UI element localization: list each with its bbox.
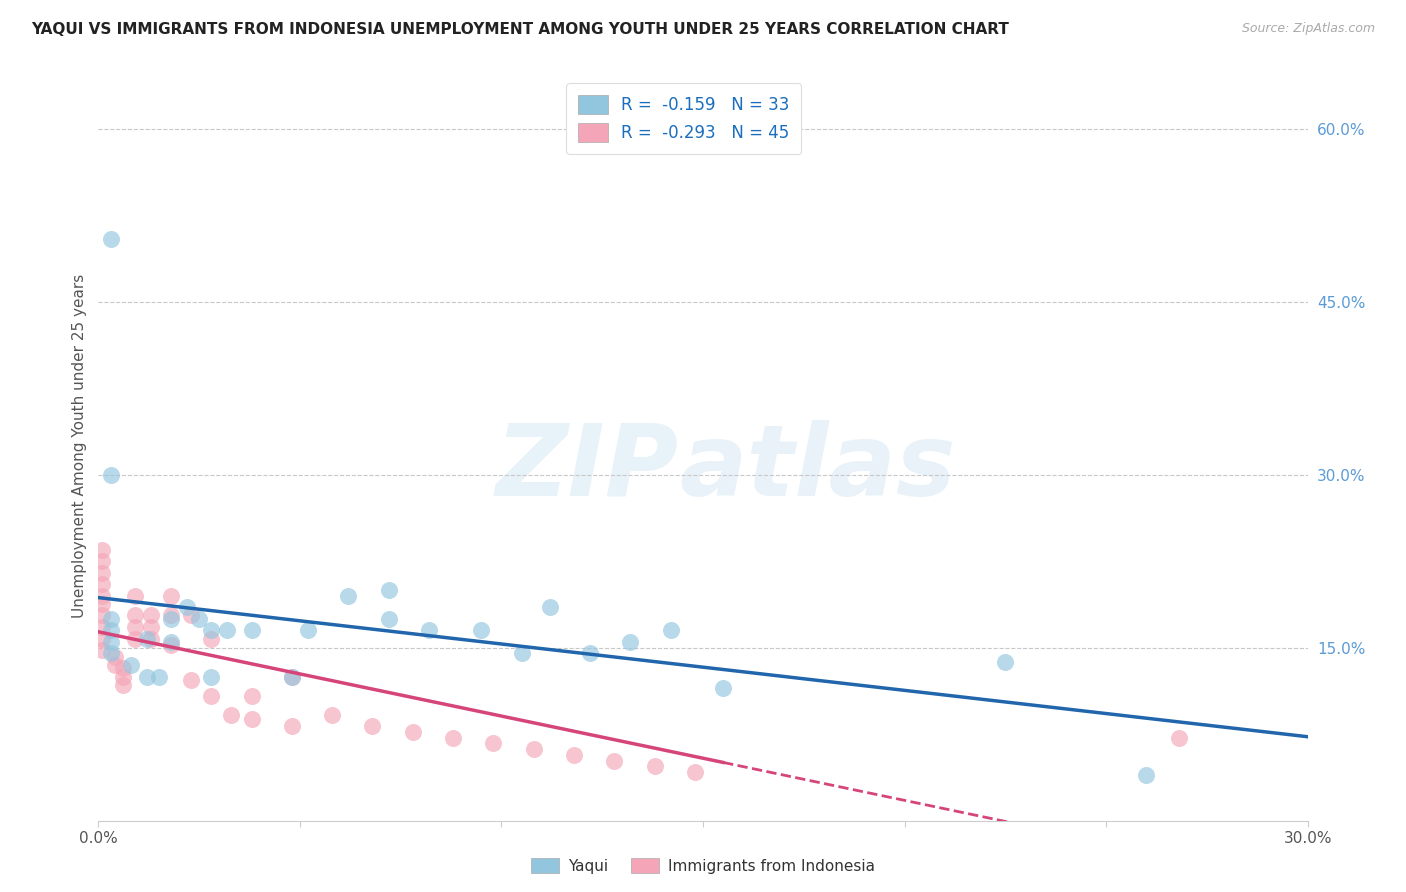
Point: [91, 620, 114, 634]
Point: [281, 719, 304, 733]
Point: [124, 620, 146, 634]
Point: [603, 754, 626, 768]
Legend: R =  -0.159   N = 33, R =  -0.293   N = 45: R = -0.159 N = 33, R = -0.293 N = 45: [567, 84, 801, 153]
Point: [180, 608, 202, 623]
Point: [221, 707, 243, 722]
Point: [124, 608, 146, 623]
Point: [579, 647, 602, 661]
Point: [377, 583, 399, 598]
Point: [91, 566, 114, 580]
Point: [91, 608, 114, 623]
Point: [139, 632, 162, 646]
Point: [124, 589, 146, 603]
Point: [91, 577, 114, 591]
Point: [470, 624, 492, 638]
Point: [188, 612, 211, 626]
Point: [297, 624, 319, 638]
Point: [160, 612, 183, 626]
Point: [176, 600, 198, 615]
Point: [337, 589, 360, 603]
Point: [562, 747, 585, 762]
Point: [160, 589, 183, 603]
Point: [217, 624, 239, 638]
Point: [103, 658, 125, 673]
Text: YAQUI VS IMMIGRANTS FROM INDONESIA UNEMPLOYMENT AMONG YOUTH UNDER 25 YEARS CORRE: YAQUI VS IMMIGRANTS FROM INDONESIA UNEMP…: [31, 22, 1010, 37]
Point: [100, 635, 122, 649]
Point: [100, 231, 122, 245]
Point: [644, 759, 666, 773]
Point: [100, 612, 122, 626]
Point: [91, 554, 114, 568]
Point: [200, 632, 222, 646]
Point: [148, 669, 170, 683]
Point: [160, 635, 183, 649]
Point: [418, 624, 440, 638]
Point: [281, 669, 304, 683]
Point: [111, 661, 134, 675]
Point: [240, 712, 263, 726]
Point: [135, 632, 157, 646]
Point: [91, 632, 114, 646]
Point: [281, 669, 304, 683]
Point: [510, 647, 533, 661]
Point: [659, 624, 682, 638]
Point: [402, 724, 425, 739]
Point: [91, 542, 114, 557]
Text: atlas: atlas: [679, 420, 955, 517]
Point: [100, 647, 122, 661]
Point: [120, 658, 142, 673]
Point: [100, 624, 122, 638]
Point: [240, 689, 263, 703]
Point: [1135, 767, 1157, 781]
Point: [100, 467, 122, 482]
Point: [1167, 731, 1189, 745]
Point: [538, 600, 561, 615]
Legend: Yaqui, Immigrants from Indonesia: Yaqui, Immigrants from Indonesia: [526, 852, 880, 880]
Point: [240, 624, 263, 638]
Point: [683, 765, 706, 780]
Point: [619, 635, 641, 649]
Point: [160, 639, 183, 653]
Point: [361, 719, 384, 733]
Point: [91, 589, 114, 603]
Point: [180, 673, 202, 687]
Point: [994, 655, 1017, 669]
Text: Source: ZipAtlas.com: Source: ZipAtlas.com: [1241, 22, 1375, 36]
Point: [139, 620, 162, 634]
Point: [523, 742, 546, 756]
Point: [200, 689, 222, 703]
Text: ZIP: ZIP: [496, 420, 679, 517]
Point: [321, 707, 343, 722]
Point: [103, 649, 125, 664]
Point: [482, 736, 505, 750]
Point: [377, 612, 399, 626]
Point: [124, 632, 146, 646]
Point: [91, 643, 114, 657]
Point: [200, 624, 222, 638]
Y-axis label: Unemployment Among Youth under 25 years: Unemployment Among Youth under 25 years: [72, 274, 87, 618]
Point: [111, 669, 134, 683]
Point: [135, 669, 157, 683]
Point: [200, 669, 222, 683]
Point: [111, 678, 134, 692]
Point: [441, 731, 464, 745]
Point: [711, 681, 734, 695]
Point: [160, 608, 183, 623]
Point: [91, 597, 114, 611]
Point: [139, 608, 162, 623]
